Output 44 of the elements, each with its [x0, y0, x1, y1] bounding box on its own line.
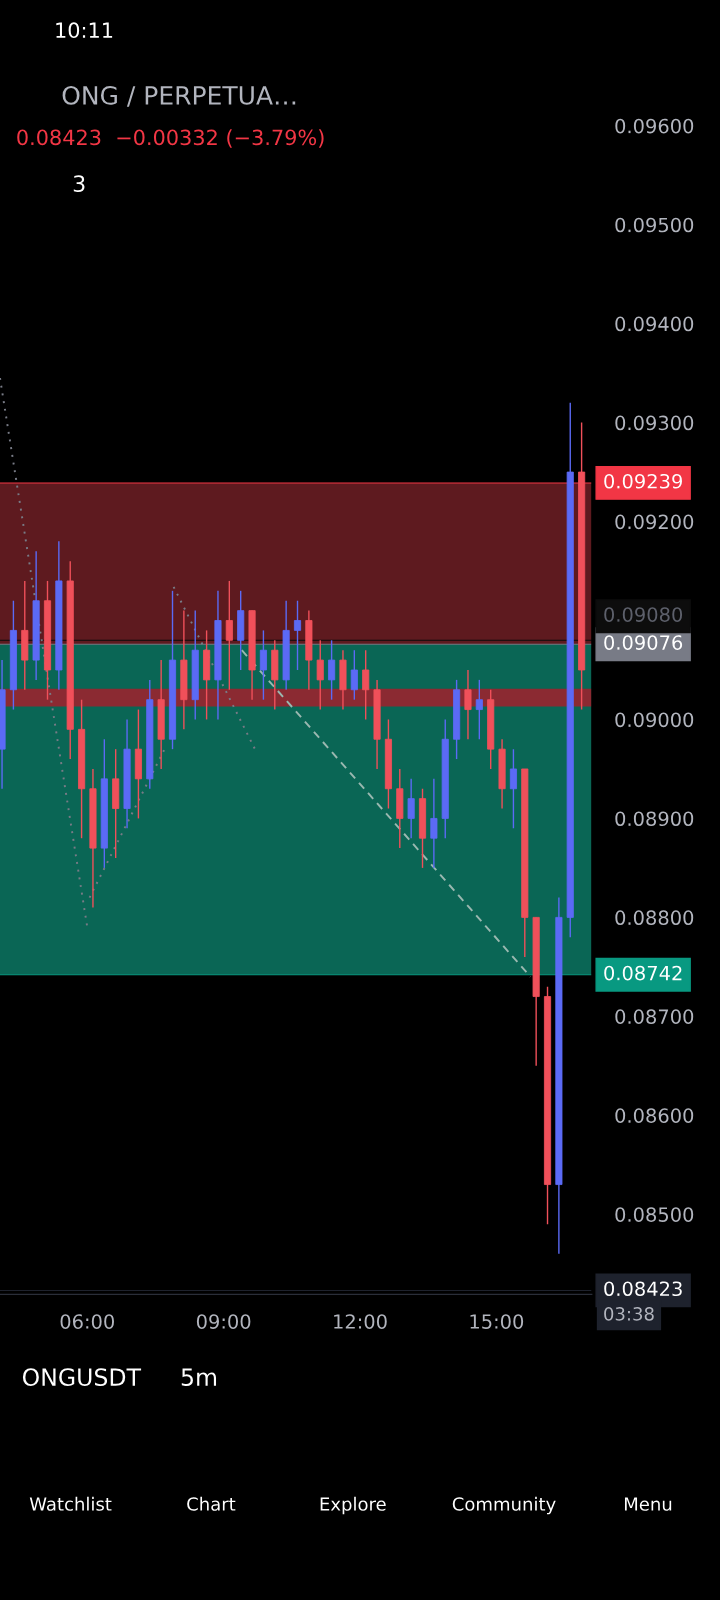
ref-line-label: 0.09076 [604, 635, 683, 650]
candlestick [430, 778, 438, 869]
ref-line-label: 0.09239 [604, 473, 682, 489]
text: 0.08423 −0.00332 (−3.79%) [17, 129, 324, 148]
text: Watchlist [29, 1496, 112, 1511]
text: Explore [320, 1496, 386, 1515]
text: 03:38 [604, 1307, 654, 1321]
y-tick-label: 0.08900 [615, 811, 694, 827]
x-tick-label: 06:00 [60, 1314, 114, 1329]
ref-line-label: 0.09080 [604, 607, 683, 622]
ref-line-label: 0.08423 [604, 1281, 682, 1297]
x-tick-label: 12:00 [334, 1314, 387, 1329]
annotation: 3 [73, 175, 85, 193]
y-tick-label: 0.08500 [615, 1207, 694, 1222]
y-tick-label: 0.09300 [615, 415, 694, 431]
candlestick [509, 748, 517, 830]
text: 5m [181, 1368, 217, 1387]
candlestick [316, 639, 324, 711]
text: Menu [624, 1497, 672, 1511]
candlestick [407, 778, 415, 839]
text: ONG / PERPETUA… [62, 85, 296, 107]
text: ONGUSDT [22, 1368, 142, 1387]
text: 10:11 [56, 22, 113, 39]
y-tick-label: 0.08600 [615, 1108, 694, 1123]
candlestick [464, 669, 472, 740]
text: Community [452, 1496, 556, 1515]
y-tick-label: 0.09600 [615, 118, 694, 134]
y-tick-label: 0.08800 [615, 910, 694, 926]
y-tick-label: 0.09200 [615, 514, 694, 530]
y-tick-label: 0.09400 [615, 316, 694, 332]
ref-line-label: 0.08742 [604, 965, 682, 981]
x-tick-label: 09:00 [196, 1314, 251, 1329]
candlestick [328, 639, 336, 701]
candlestick [259, 629, 267, 701]
y-tick-label: 0.08700 [615, 1009, 694, 1024]
candlestick [293, 600, 302, 671]
y-tick-label: 0.09000 [615, 712, 694, 728]
x-tick-label: 15:00 [470, 1314, 524, 1329]
candlestick [362, 649, 370, 721]
text: Chart [187, 1496, 236, 1511]
candlestick [350, 649, 358, 701]
candlestick [475, 679, 483, 740]
y-tick-label: 0.09500 [615, 217, 694, 233]
candlestick [225, 580, 233, 691]
